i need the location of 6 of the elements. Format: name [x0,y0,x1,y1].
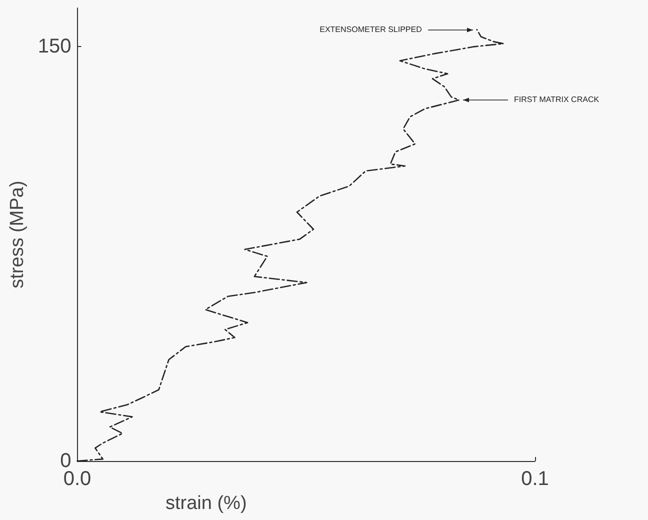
x-tick-label: 0.1 [521,468,549,490]
y-tick-label: 150 [38,36,72,58]
x-axis-title: strain (%) [165,492,247,514]
annotation: FIRST MATRIX CRACK [514,94,600,104]
y-axis-title: stress (MPa) [7,180,28,288]
annotation: EXTENSOMETER SLIPPED [320,24,422,34]
